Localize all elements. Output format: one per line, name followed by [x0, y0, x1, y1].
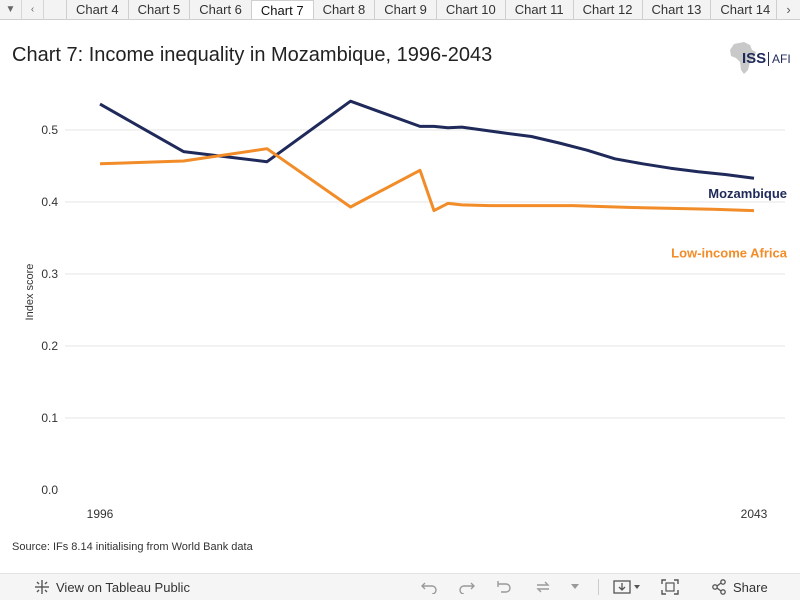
x-axis-ticks: 1996 2043 [87, 507, 768, 521]
series-labels: Mozambique Low-income Africa [671, 186, 788, 260]
y-tick-label: 0.3 [41, 267, 58, 281]
refresh-icon[interactable] [532, 578, 554, 596]
sheet-tabs: Chart 4 Chart 5 Chart 6 Chart 7 Chart 8 Chart… [44, 0, 776, 19]
series-lines [99, 99, 755, 213]
series-line-low-income-africa[interactable] [99, 147, 755, 213]
x-tick-label: 2043 [741, 507, 768, 521]
tab-menu-dropdown-icon[interactable]: ▼ [0, 0, 22, 19]
logo-subtext: AFI [768, 52, 791, 66]
tableau-logo-icon [35, 580, 49, 594]
revert-icon[interactable] [494, 578, 516, 596]
tab-chart-14[interactable]: Chart 14 [710, 0, 776, 19]
tab-scroll-left-icon[interactable]: ‹ [22, 0, 44, 19]
tab-chart-7[interactable]: Chart 7 [250, 0, 314, 19]
logo-text: ISS [742, 50, 767, 67]
tab-chart-10[interactable]: Chart 10 [435, 0, 506, 19]
view-on-tableau-label: View on Tableau Public [56, 579, 190, 595]
tab-scroll-right-icon[interactable]: › [776, 0, 800, 19]
gridlines [65, 129, 785, 419]
tab-chart-13[interactable]: Chart 13 [641, 0, 712, 19]
tab-chart-11[interactable]: Chart 11 [504, 0, 574, 19]
share-button[interactable]: Share [711, 579, 768, 595]
bottom-toolbar: View on Tableau Public [0, 573, 800, 600]
fullscreen-icon[interactable] [659, 578, 681, 596]
redo-icon[interactable] [456, 578, 478, 596]
y-tick-label: 0.4 [41, 195, 58, 209]
undo-icon[interactable] [418, 578, 440, 596]
africa-map-icon [730, 42, 756, 74]
page-title: Chart 7: Income inequality in Mozambique… [12, 44, 493, 66]
y-tick-label: 0.2 [41, 339, 58, 353]
toolbar-actions [418, 578, 697, 596]
y-axis-label: Index score [24, 264, 36, 321]
series-label-low-income-africa: Low-income Africa [671, 246, 788, 261]
line-chart: 0.0 0.1 0.2 0.3 0.4 0.5 1996 2043 Mozambique Lo… [24, 99, 788, 521]
pause-dropdown-icon[interactable] [570, 578, 580, 596]
toolbar-divider [598, 579, 599, 595]
tab-chart-12[interactable]: Chart 12 [572, 0, 643, 19]
share-icon [712, 579, 726, 595]
tab-chart-8[interactable]: Chart 8 [312, 0, 376, 19]
x-tick-label: 1996 [87, 507, 114, 521]
view-on-tableau-link[interactable]: View on Tableau Public [34, 579, 190, 595]
download-icon[interactable] [613, 578, 643, 596]
y-axis-ticks: 0.0 0.1 0.2 0.3 0.4 0.5 [41, 123, 58, 497]
tab-chart-4[interactable]: Chart 4 [66, 0, 129, 19]
y-tick-label: 0.1 [41, 411, 58, 425]
y-tick-label: 0.5 [41, 123, 58, 137]
source-note: Source: IFs 8.14 initialising from World… [12, 541, 253, 553]
tab-chart-5[interactable]: Chart 5 [127, 0, 191, 19]
y-tick-label: 0.0 [41, 483, 58, 497]
tab-chart-6[interactable]: Chart 6 [189, 0, 252, 19]
share-label: Share [733, 579, 768, 595]
series-line-mozambique[interactable] [99, 99, 755, 180]
series-label-mozambique: Mozambique [708, 186, 787, 201]
tab-chart-9[interactable]: Chart 9 [374, 0, 437, 19]
iss-africa-logo: ISS AFI [728, 40, 791, 76]
